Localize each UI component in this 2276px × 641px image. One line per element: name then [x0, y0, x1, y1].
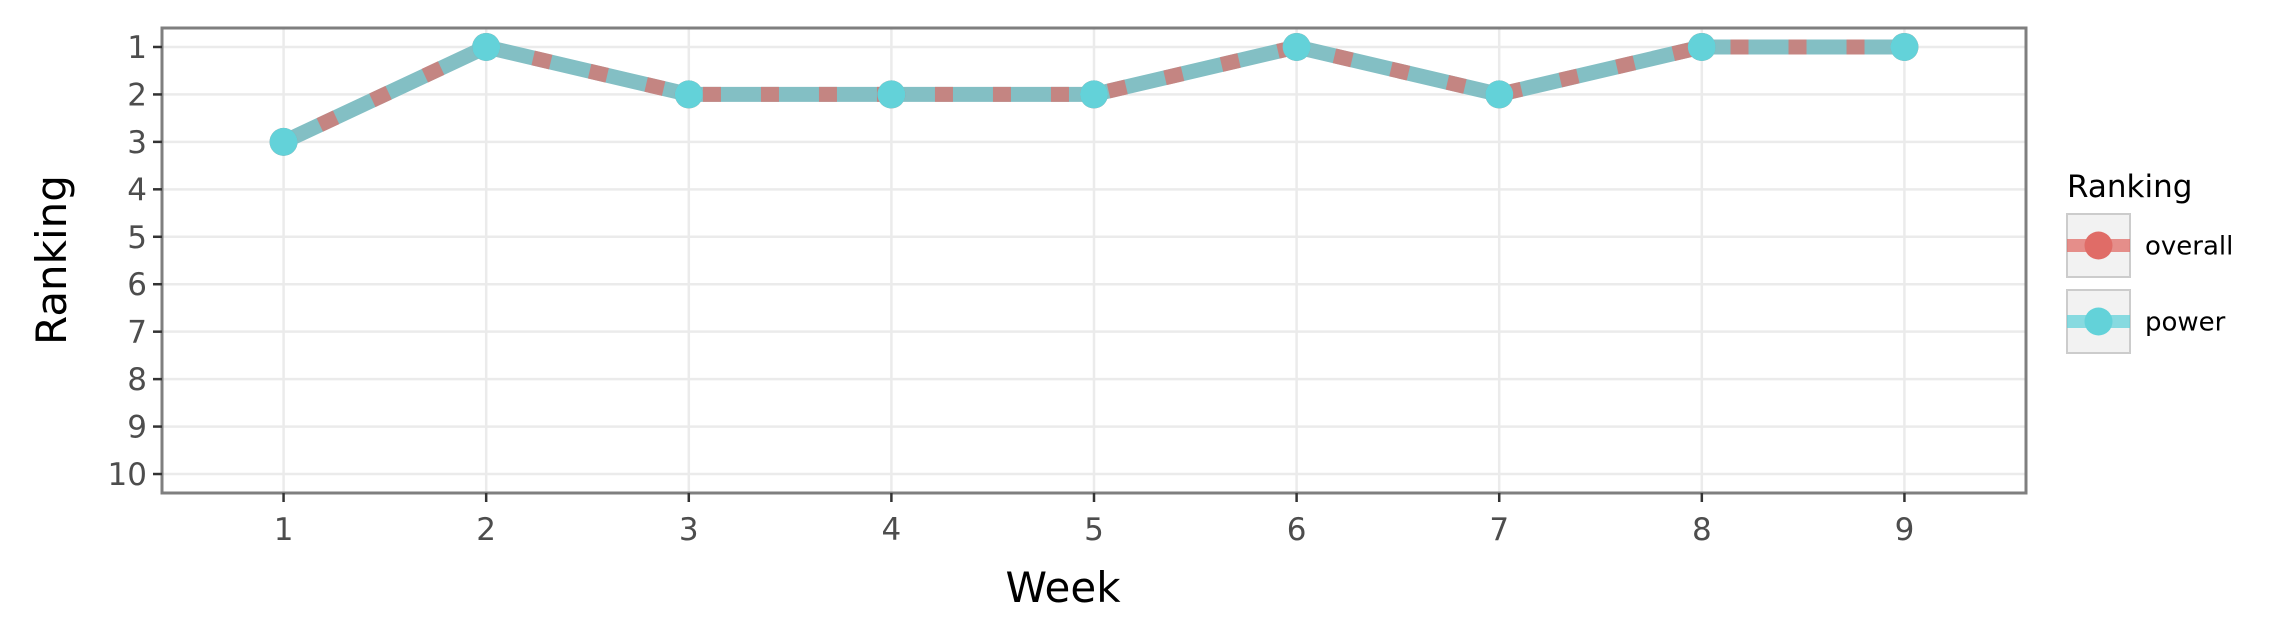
x-tick-label: 2 — [476, 512, 496, 548]
x-tick-label: 9 — [1895, 512, 1915, 548]
y-tick-label: 4 — [127, 172, 147, 208]
y-axis-title: Ranking — [27, 175, 76, 345]
series-point-power — [1080, 80, 1108, 109]
legend-title: Ranking — [2067, 169, 2192, 205]
series-point-power — [1485, 80, 1514, 109]
series-point-power — [1282, 32, 1311, 61]
y-tick-label: 7 — [127, 315, 147, 351]
legend-key-point — [2084, 231, 2113, 260]
legend-label-overall: overall — [2145, 232, 2233, 262]
x-tick-label: 1 — [274, 512, 294, 548]
series-point-power — [472, 32, 501, 61]
series-point-power — [269, 127, 298, 156]
series-points — [269, 32, 1919, 156]
y-tick-label: 10 — [108, 457, 147, 493]
series-line-overall — [280, 39, 1905, 149]
legend: Ranking overall power — [2066, 169, 2233, 354]
grid-lines — [162, 28, 2026, 493]
x-axis-ticks: 1 2 3 4 5 6 7 8 9 — [274, 493, 1915, 548]
y-axis-ticks: 1 2 3 4 5 6 7 8 9 10 — [108, 30, 162, 493]
x-tick-label: 7 — [1489, 512, 1509, 548]
y-tick-label: 2 — [127, 77, 147, 113]
x-tick-label: 6 — [1287, 512, 1307, 548]
legend-item-overall: overall — [2066, 213, 2233, 278]
y-tick-label: 1 — [127, 30, 147, 66]
x-tick-label: 3 — [679, 512, 699, 548]
series-point-power — [877, 80, 906, 109]
series-point-power — [674, 80, 703, 109]
y-tick-label: 6 — [127, 267, 147, 303]
series-point-power — [1890, 32, 1919, 61]
x-tick-label: 4 — [882, 512, 902, 548]
series-point-power — [1687, 32, 1716, 61]
legend-item-power: power — [2066, 289, 2226, 354]
legend-label-power: power — [2145, 308, 2226, 338]
y-tick-label: 9 — [127, 410, 147, 446]
legend-items: overall power — [2066, 213, 2233, 354]
y-tick-label: 5 — [127, 220, 147, 256]
x-axis-title: Week — [1005, 563, 1121, 612]
y-tick-label: 3 — [127, 125, 147, 161]
x-tick-label: 8 — [1692, 512, 1712, 548]
x-tick-label: 5 — [1084, 512, 1104, 548]
y-tick-label: 8 — [127, 362, 147, 398]
legend-key-point — [2084, 307, 2113, 336]
